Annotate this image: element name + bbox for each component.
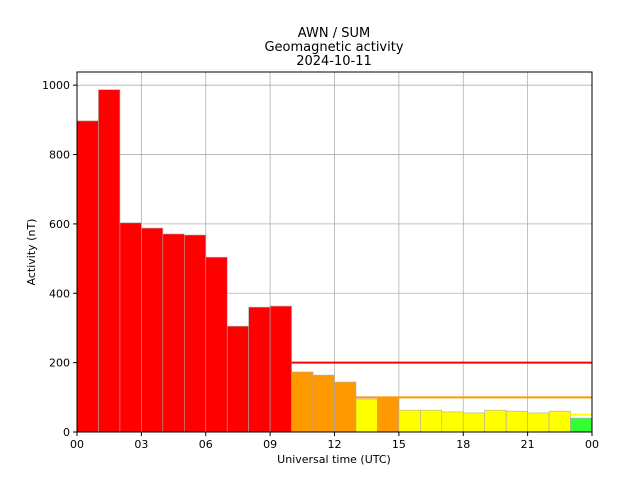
bar <box>98 89 121 433</box>
bar <box>312 374 335 433</box>
x-tick-label: 18 <box>456 438 470 451</box>
bar <box>291 371 314 433</box>
y-tick-label: 400 <box>49 287 70 300</box>
x-tick-label: 09 <box>263 438 277 451</box>
x-tick-label: 21 <box>521 438 535 451</box>
bar <box>248 306 271 433</box>
y-tick-label: 1000 <box>42 79 70 92</box>
bar <box>398 409 421 433</box>
bar <box>377 396 400 433</box>
bar <box>226 325 249 433</box>
y-axis-label: Activity (nT) <box>25 219 38 286</box>
chart-title: AWN / SUM <box>298 26 370 41</box>
bar <box>162 233 185 433</box>
bar <box>183 234 207 433</box>
bar <box>334 381 357 433</box>
x-tick-label: 06 <box>199 438 213 451</box>
bar <box>141 227 164 433</box>
x-axis-label: Universal time (UTC) <box>277 453 391 466</box>
chart-date: 2024-10-11 <box>296 54 372 69</box>
chart-subtitle: Geomagnetic activity <box>264 40 403 55</box>
bar <box>269 305 292 433</box>
bar <box>570 417 593 433</box>
bar <box>205 256 228 433</box>
x-tick-label: 15 <box>392 438 406 451</box>
x-tick-label: 00 <box>70 438 84 451</box>
bar <box>527 412 550 433</box>
bar <box>505 410 528 433</box>
bar <box>462 412 486 433</box>
bar <box>484 409 507 433</box>
bar <box>548 410 571 433</box>
bar <box>76 120 99 433</box>
bar <box>355 398 378 433</box>
y-tick-label: 200 <box>49 357 70 370</box>
bar <box>441 411 464 433</box>
x-tick-label: 00 <box>585 438 599 451</box>
x-tick-label: 03 <box>134 438 148 451</box>
y-tick-label: 800 <box>49 149 70 162</box>
y-tick-label: 600 <box>49 218 70 231</box>
bar <box>420 409 443 433</box>
x-tick-label: 12 <box>328 438 342 451</box>
y-tick-label: 0 <box>63 426 70 439</box>
bar <box>119 222 142 433</box>
